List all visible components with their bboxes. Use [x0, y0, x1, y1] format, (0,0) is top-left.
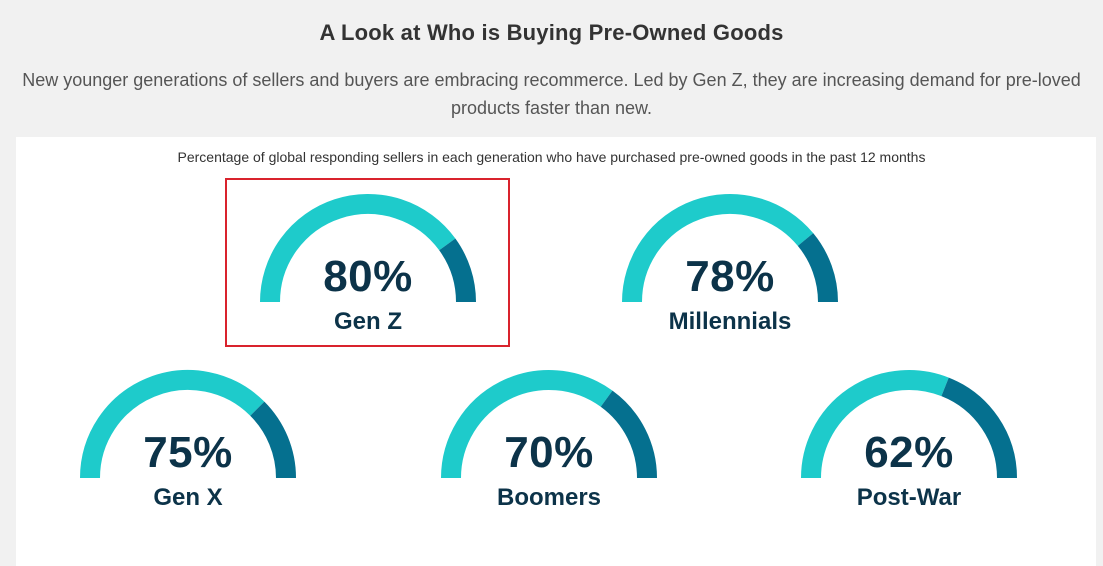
gauge-gen-z-arc [260, 194, 476, 303]
gauge-gen-x-arc [80, 370, 296, 479]
gauge-millennials-remaining-arc [797, 233, 838, 303]
gauge-millennials-filled-arc [622, 194, 814, 303]
gauge-post-war-percent: 62% [864, 428, 954, 477]
gauge-gen-x-label: Gen X [153, 484, 223, 511]
gauge-gen-x: 75% Gen X [68, 366, 308, 536]
gauge-post-war-label: Post-War [856, 484, 962, 511]
gauge-post-war-remaining-arc [941, 377, 1017, 479]
gauge-millennials-percent: 78% [685, 252, 775, 301]
gauge-millennials-label: Millennials [668, 308, 792, 335]
page-subtitle: New younger generations of sellers and b… [22, 70, 1081, 118]
chart-caption: Percentage of global responding sellers … [177, 149, 926, 165]
gauge-boomers-label: Boomers [496, 484, 602, 511]
gauge-gen-x-remaining-arc [250, 401, 296, 479]
gauge-millennials: 78% Millennials [610, 190, 850, 360]
gauge-gen-x-percent: 75% [143, 428, 233, 477]
gen-z-highlight-box [225, 178, 510, 347]
page-title: A Look at Who is Buying Pre-Owned Goods [319, 20, 784, 45]
gauge-post-war-arc [801, 370, 1017, 479]
gauge-post-war-filled-arc [801, 370, 949, 479]
gauge-boomers-arc [441, 370, 657, 479]
gauge-post-war: 62% Post-War [789, 366, 1029, 536]
gauge-boomers-remaining-arc [600, 390, 657, 479]
chart-panel [16, 137, 1096, 566]
gauge-boomers-percent: 70% [504, 428, 594, 477]
gauge-millennials-arc [622, 194, 838, 303]
gauge-gen-x-filled-arc [80, 370, 265, 479]
gauge-gen-z-label: Gen Z [333, 308, 402, 335]
gauge-gen-z-remaining-arc [439, 238, 476, 303]
gauge-boomers-filled-arc [441, 370, 613, 479]
gauge-gen-z-filled-arc [260, 194, 456, 303]
gauge-boomers: 70% Boomers [429, 366, 669, 536]
gauge-gen-z-percent: 80% [323, 252, 413, 301]
gauge-gen-z: 80% Gen Z [248, 190, 488, 360]
